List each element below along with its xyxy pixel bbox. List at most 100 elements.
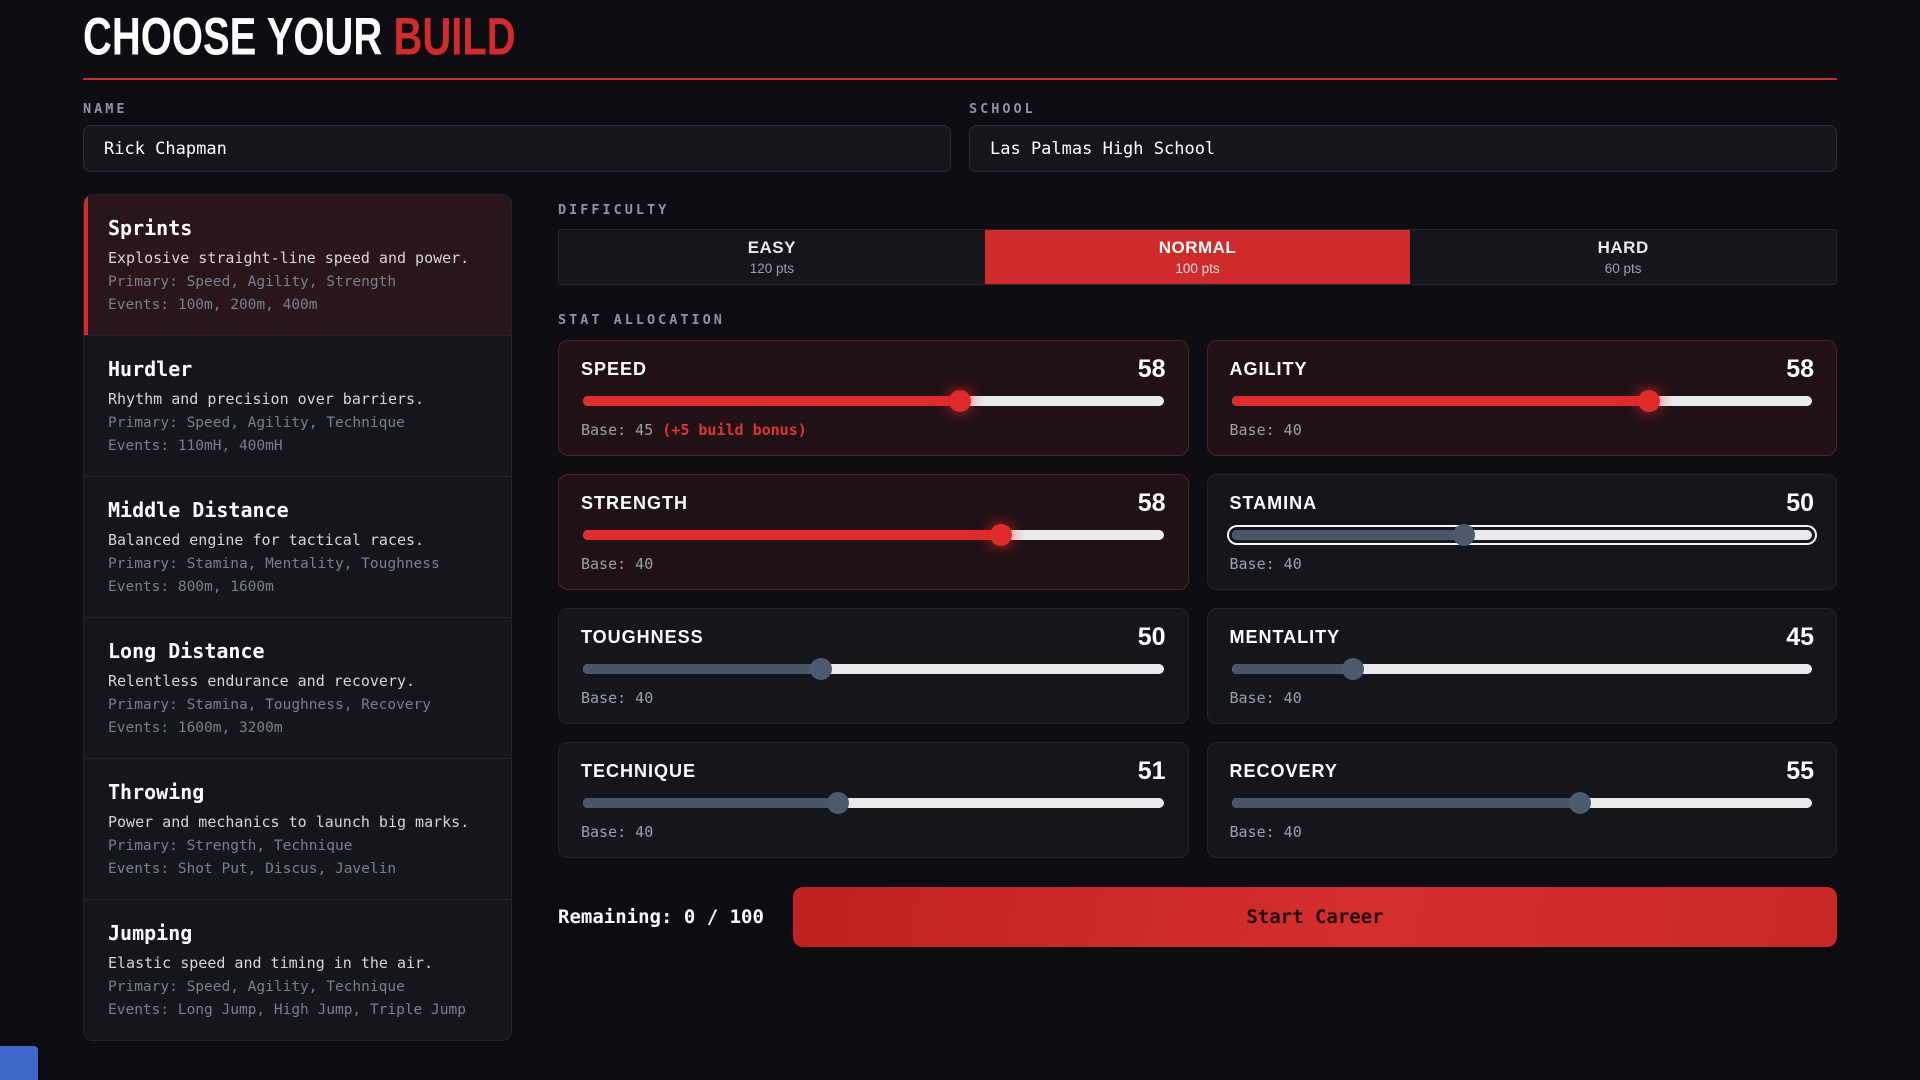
slider-thumb[interactable] xyxy=(1568,792,1591,814)
start-career-button[interactable]: Start Career xyxy=(792,887,1837,947)
difficulty-option-hard[interactable]: HARD 60 pts xyxy=(1410,230,1836,284)
stat-header: TOUGHNESS 50 xyxy=(581,625,1166,650)
stat-slider-strength[interactable] xyxy=(583,524,1164,546)
page-title: CHOOSE YOUR BUILD xyxy=(83,10,1486,63)
build-card-title: Throwing xyxy=(108,780,205,804)
build-card-primary-stats: Primary: Stamina, Toughness, Recovery xyxy=(108,697,432,713)
stat-label: SPEED xyxy=(581,359,648,379)
difficulty-option-points: 100 pts xyxy=(1175,261,1220,276)
stat-slider-agility[interactable] xyxy=(1231,390,1812,412)
stat-base-line: Base: 40 xyxy=(1230,689,1815,707)
stat-slider-wrap xyxy=(581,524,1166,546)
slider-fill xyxy=(583,664,821,674)
stat-base-value: Base: 40 xyxy=(1229,421,1302,439)
stat-base-value: Base: 40 xyxy=(1229,689,1302,707)
build-card-title: Middle Distance xyxy=(108,498,289,522)
stat-card-strength: STRENGTH 58 Base: 40 xyxy=(558,474,1189,590)
stat-value: 55 xyxy=(1786,757,1814,785)
build-card-primary-stats: Primary: Speed, Agility, Technique xyxy=(108,979,405,995)
build-screen: CHOOSE YOUR BUILD NAME SCHOOL Sprints Ex… xyxy=(83,10,1837,1041)
stat-slider-wrap xyxy=(581,792,1166,814)
build-card-hurdler[interactable]: Hurdler Rhythm and precision over barrie… xyxy=(84,335,511,476)
stat-slider-wrap xyxy=(1230,792,1815,814)
stat-grid: SPEED 58 Base: 45 (+5 build bonus) AGILI… xyxy=(558,340,1837,858)
slider-thumb[interactable] xyxy=(1638,390,1661,412)
stat-base-value: Base: 45 xyxy=(581,421,663,439)
slider-thumb[interactable] xyxy=(949,390,972,412)
build-card-description: Relentless endurance and recovery. xyxy=(108,672,416,690)
slider-thumb[interactable] xyxy=(827,792,850,814)
stat-allocation-label: STAT ALLOCATION xyxy=(558,312,725,328)
stat-slider-wrap xyxy=(581,658,1166,680)
stat-header: SPEED 58 xyxy=(581,357,1166,382)
stat-slider-toughness[interactable] xyxy=(583,658,1164,680)
stat-slider-wrap xyxy=(1230,658,1815,680)
stat-slider-technique[interactable] xyxy=(583,792,1164,814)
build-card-events: Events: 1600m, 3200m xyxy=(108,720,283,736)
stat-card-agility: AGILITY 58 Base: 40 xyxy=(1206,340,1837,456)
header-divider xyxy=(83,78,1837,80)
stat-header: STAMINA 50 xyxy=(1230,491,1815,516)
slider-fill xyxy=(1231,530,1464,540)
slider-fill xyxy=(1231,798,1580,808)
stat-slider-wrap xyxy=(1230,390,1815,412)
stat-base-line: Base: 45 (+5 build bonus) xyxy=(581,421,1166,439)
slider-thumb[interactable] xyxy=(810,658,832,680)
slider-thumb[interactable] xyxy=(989,524,1012,546)
stat-header: AGILITY 58 xyxy=(1230,357,1815,382)
difficulty-option-normal[interactable]: NORMAL 100 pts xyxy=(984,230,1411,284)
difficulty-option-easy[interactable]: EASY 120 pts xyxy=(559,230,985,284)
build-card-events: Events: 100m, 200m, 400m xyxy=(108,297,318,313)
stat-value: 58 xyxy=(1137,355,1166,383)
build-card-long-distance[interactable]: Long Distance Relentless endurance and r… xyxy=(84,617,511,758)
build-card-primary-stats: Primary: Stamina, Mentality, Toughness xyxy=(108,556,440,572)
name-field-group: NAME xyxy=(83,101,951,172)
name-label: NAME xyxy=(83,101,128,117)
slider-thumb[interactable] xyxy=(1342,658,1365,680)
stat-base-value: Base: 40 xyxy=(581,689,654,707)
stat-value: 45 xyxy=(1786,623,1814,651)
stat-base-value: Base: 40 xyxy=(581,823,654,841)
name-input[interactable] xyxy=(83,125,951,172)
bottom-left-blue-artifact xyxy=(0,1046,38,1080)
main-content: Sprints Explosive straight-line speed an… xyxy=(83,194,1837,1041)
stat-slider-speed[interactable] xyxy=(583,390,1164,412)
difficulty-selector: EASY 120 pts NORMAL 100 pts HARD 60 pts xyxy=(558,229,1837,285)
difficulty-option-name: EASY xyxy=(747,238,796,257)
stat-header: TECHNIQUE 51 xyxy=(581,759,1166,784)
build-card-primary-stats: Primary: Speed, Agility, Strength xyxy=(108,274,397,290)
difficulty-label: DIFFICULTY xyxy=(558,202,670,218)
build-card-title: Jumping xyxy=(108,921,193,945)
slider-fill xyxy=(1231,396,1650,406)
footer-row: Remaining: 0 / 100 Start Career xyxy=(558,887,1837,947)
build-card-title: Sprints xyxy=(108,216,193,240)
build-card-jumping[interactable]: Jumping Elastic speed and timing in the … xyxy=(84,899,511,1040)
slider-thumb[interactable] xyxy=(1452,524,1475,546)
difficulty-option-name: NORMAL xyxy=(1158,238,1237,257)
build-list: Sprints Explosive straight-line speed an… xyxy=(83,194,512,1041)
build-card-description: Rhythm and precision over barriers. xyxy=(108,390,425,408)
stat-card-stamina: STAMINA 50 Base: 40 xyxy=(1206,474,1837,590)
slider-fill xyxy=(583,530,1001,540)
stat-base-line: Base: 40 xyxy=(1230,823,1815,841)
build-card-primary-stats: Primary: Strength, Technique xyxy=(108,838,353,854)
stat-base-value: Base: 40 xyxy=(581,555,654,573)
school-input[interactable] xyxy=(969,125,1837,172)
stat-value: 50 xyxy=(1786,489,1814,517)
stat-slider-recovery[interactable] xyxy=(1231,792,1812,814)
stat-slider-wrap xyxy=(1230,524,1815,546)
build-card-middle-distance[interactable]: Middle Distance Balanced engine for tact… xyxy=(84,476,511,617)
build-card-events: Events: 800m, 1600m xyxy=(108,579,274,595)
identity-fields: NAME SCHOOL xyxy=(83,101,1837,172)
build-card-events: Events: Long Jump, High Jump, Triple Jum… xyxy=(108,1002,466,1018)
config-column: DIFFICULTY EASY 120 pts NORMAL 100 pts H… xyxy=(558,194,1837,947)
build-card-sprints[interactable]: Sprints Explosive straight-line speed an… xyxy=(84,195,511,335)
stat-label: TECHNIQUE xyxy=(581,761,697,781)
stat-header: MENTALITY 45 xyxy=(1230,625,1815,650)
stat-value: 58 xyxy=(1137,489,1166,517)
stat-slider-mentality[interactable] xyxy=(1231,658,1812,680)
stat-label: AGILITY xyxy=(1229,359,1308,379)
stat-slider-stamina[interactable] xyxy=(1231,524,1812,546)
page-title-prefix: CHOOSE YOUR xyxy=(83,6,394,67)
build-card-throwing[interactable]: Throwing Power and mechanics to launch b… xyxy=(84,758,511,899)
